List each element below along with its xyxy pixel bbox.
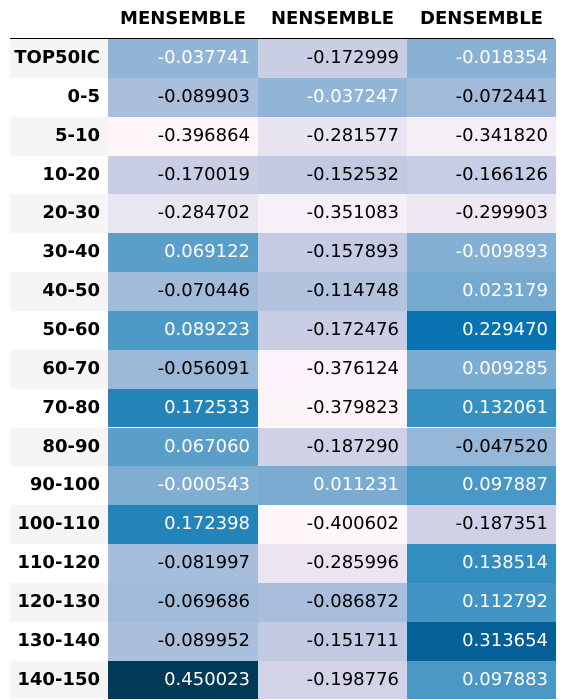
heatmap-cell: -0.198776 — [258, 660, 407, 700]
heatmap-cell: 0.069122 — [108, 233, 258, 273]
heatmap-cell: 0.172398 — [108, 505, 258, 545]
heatmap-cell: 0.011231 — [258, 466, 407, 506]
heatmap-cell: -0.376124 — [258, 349, 407, 389]
row-label: 90-100 — [29, 474, 100, 496]
heatmap-cell: -0.157893 — [258, 233, 407, 273]
heatmap-cell: 0.067060 — [108, 427, 258, 467]
row-label: 100-110 — [17, 513, 100, 535]
row-stripe — [10, 39, 108, 78]
row-label: 5-10 — [54, 124, 100, 146]
heatmap-cell: -0.172999 — [258, 39, 407, 78]
heatmap-cell: -0.281577 — [258, 116, 407, 156]
heatmap-cell: -0.299903 — [407, 194, 556, 234]
heatmap-cell: -0.018354 — [407, 39, 556, 78]
heatmap-cell: 0.089223 — [108, 310, 258, 350]
heatmap-cell: -0.056091 — [108, 349, 258, 389]
row-stripe — [10, 427, 108, 467]
heatmap-cell: 0.009285 — [407, 349, 556, 389]
heatmap-cell: -0.341820 — [407, 116, 556, 156]
row-label: 60-70 — [42, 357, 100, 379]
heatmap-cell: -0.172476 — [258, 310, 407, 350]
heatmap-cell: 0.112792 — [407, 582, 556, 622]
heatmap-cell: -0.284702 — [108, 194, 258, 234]
heatmap-cell: -0.037247 — [258, 77, 407, 117]
heatmap-cell: 0.172533 — [108, 388, 258, 428]
heatmap-cell: -0.072441 — [407, 77, 556, 117]
row-label: 50-60 — [42, 318, 100, 340]
heatmap-cell: -0.070446 — [108, 272, 258, 311]
heatmap-cell: -0.114748 — [258, 272, 407, 311]
row-label: 80-90 — [42, 435, 100, 457]
heatmap-cell: -0.089952 — [108, 621, 258, 661]
heatmap-cell: -0.037741 — [108, 39, 258, 78]
heatmap-cell: -0.170019 — [108, 155, 258, 195]
heatmap-cell: -0.187290 — [258, 427, 407, 467]
row-stripe — [10, 660, 108, 700]
row-stripe — [10, 505, 108, 545]
row-label: 30-40 — [42, 241, 100, 263]
row-stripe — [10, 194, 108, 234]
column-header-nensemble: NENSEMBLE — [270, 8, 395, 29]
heatmap-cell: 0.132061 — [407, 388, 556, 428]
heatmap-cell: 0.313654 — [407, 621, 556, 661]
heatmap-cell: -0.351083 — [258, 194, 407, 234]
row-label: 10-20 — [42, 163, 100, 185]
heatmap-cell: -0.285996 — [258, 544, 407, 583]
heatmap-cell: -0.089903 — [108, 77, 258, 117]
heatmap-cell: -0.379823 — [258, 388, 407, 428]
row-stripe — [10, 582, 108, 622]
row-label: 20-30 — [42, 202, 100, 224]
heatmap-cell: -0.152532 — [258, 155, 407, 195]
column-header-mensemble: MENSEMBLE — [120, 8, 246, 29]
heatmap-cell: -0.000543 — [108, 466, 258, 506]
heatmap-cell: -0.396864 — [108, 116, 258, 156]
row-label: 120-130 — [17, 590, 100, 612]
heatmap-cell: -0.081997 — [108, 544, 258, 583]
row-stripe — [10, 349, 108, 389]
heatmap-cell: 0.229470 — [407, 310, 556, 350]
row-label: 0-5 — [67, 85, 100, 107]
column-header-densemble: DENSEMBLE — [420, 8, 543, 29]
row-stripe — [10, 272, 108, 311]
heatmap-cell: -0.151711 — [258, 621, 407, 661]
heatmap-cell: 0.097887 — [407, 466, 556, 506]
row-label: 110-120 — [17, 552, 100, 574]
heatmap-cell: -0.400602 — [258, 505, 407, 545]
row-stripe — [10, 116, 108, 156]
heatmap-cell: -0.086872 — [258, 582, 407, 622]
heatmap-cell: 0.023179 — [407, 272, 556, 311]
row-label: 40-50 — [42, 280, 100, 302]
heatmap-cell: -0.047520 — [407, 427, 556, 467]
heatmap-cell: -0.187351 — [407, 505, 556, 545]
row-label: 130-140 — [17, 629, 100, 651]
heatmap-cell: -0.009893 — [407, 233, 556, 273]
heatmap-cell: -0.166126 — [407, 155, 556, 195]
row-label: 70-80 — [42, 396, 100, 418]
heatmap-cell: 0.450023 — [108, 660, 258, 700]
heatmap-cell: 0.138514 — [407, 544, 556, 583]
row-label: TOP50IC — [14, 47, 100, 68]
heatmap-cell: -0.069686 — [108, 582, 258, 622]
heatmap-cell: 0.097883 — [407, 660, 556, 700]
row-label: 140-150 — [17, 668, 100, 690]
